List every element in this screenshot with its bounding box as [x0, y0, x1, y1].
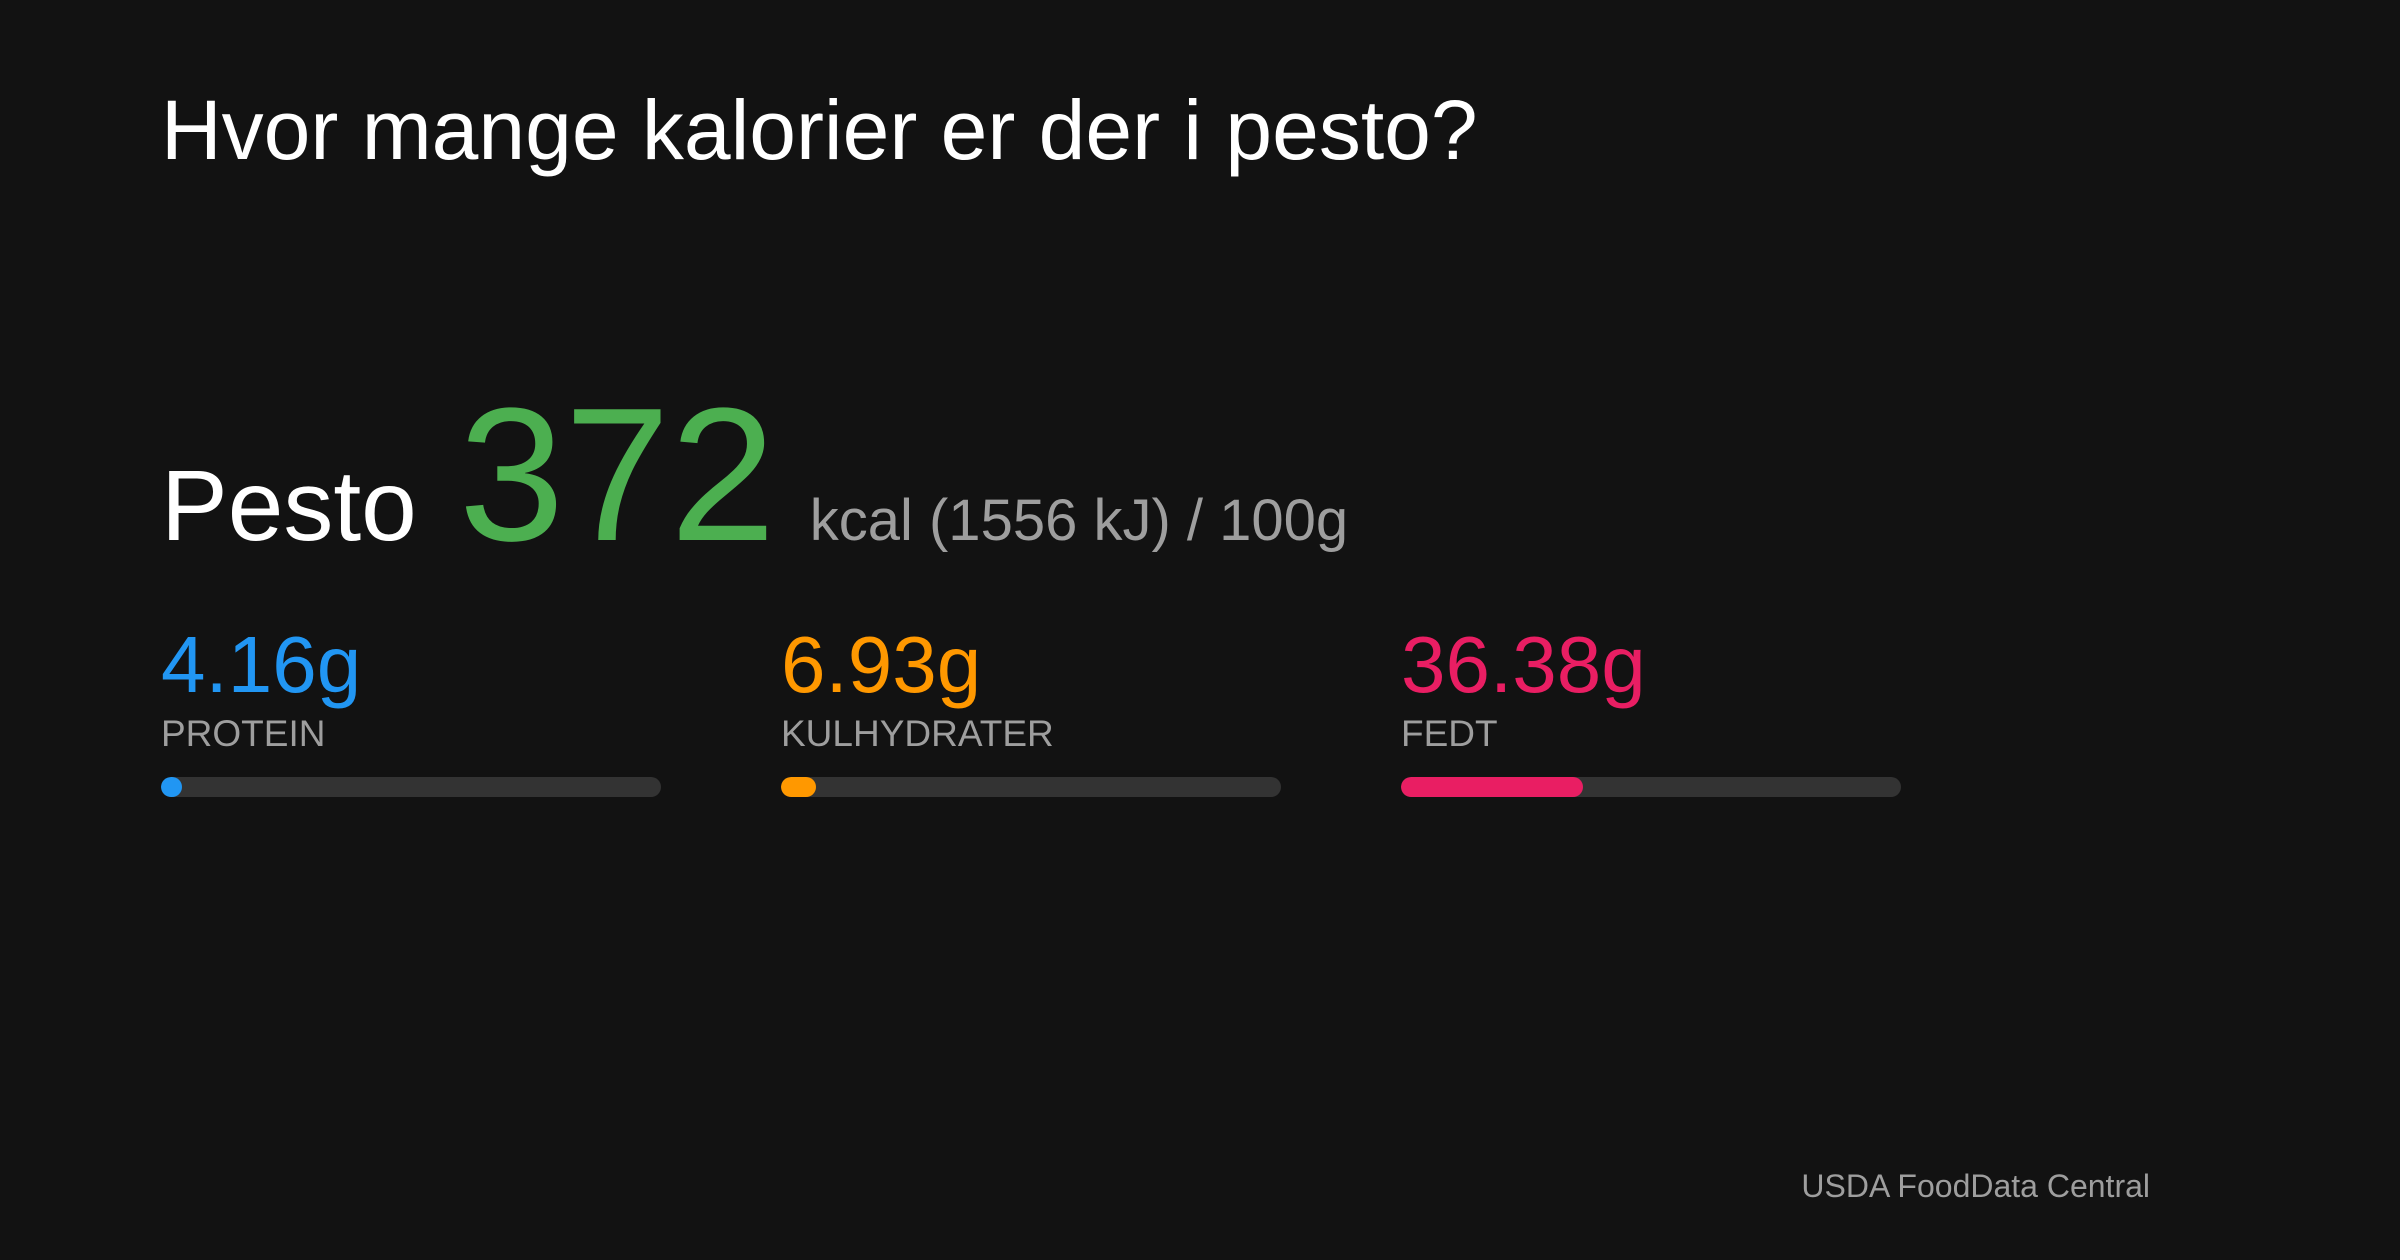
macro-track: [781, 777, 1281, 797]
macro-value: 4.16g: [161, 620, 362, 709]
macro-bar: [781, 777, 816, 797]
macro-value: 36.38g: [1401, 620, 1646, 709]
macro-name: FEDT: [1401, 713, 1498, 754]
hero: Pesto 372 kcal (1556 kJ) / 100g: [161, 380, 1348, 570]
macro-bar: [161, 777, 182, 797]
macro: 6.93g KULHYDRATER: [781, 625, 1281, 797]
title: Hvor mange kalorier er der i pesto?: [161, 83, 1478, 177]
macro-track: [161, 777, 661, 797]
macro-name: PROTEIN: [161, 713, 326, 754]
macro-name: KULHYDRATER: [781, 713, 1054, 754]
source: USDA FoodData Central: [1801, 1168, 2150, 1204]
macro-track: [1401, 777, 1901, 797]
macro: 36.38g FEDT: [1401, 625, 1901, 797]
macro-value: 6.93g: [781, 620, 982, 709]
macro-bar: [1401, 777, 1583, 797]
calorie-unit: kcal (1556 kJ) / 100g: [809, 488, 1349, 553]
calories: 372: [458, 369, 776, 581]
food-name: Pesto: [161, 450, 417, 562]
macro: 4.16g PROTEIN: [161, 625, 661, 797]
